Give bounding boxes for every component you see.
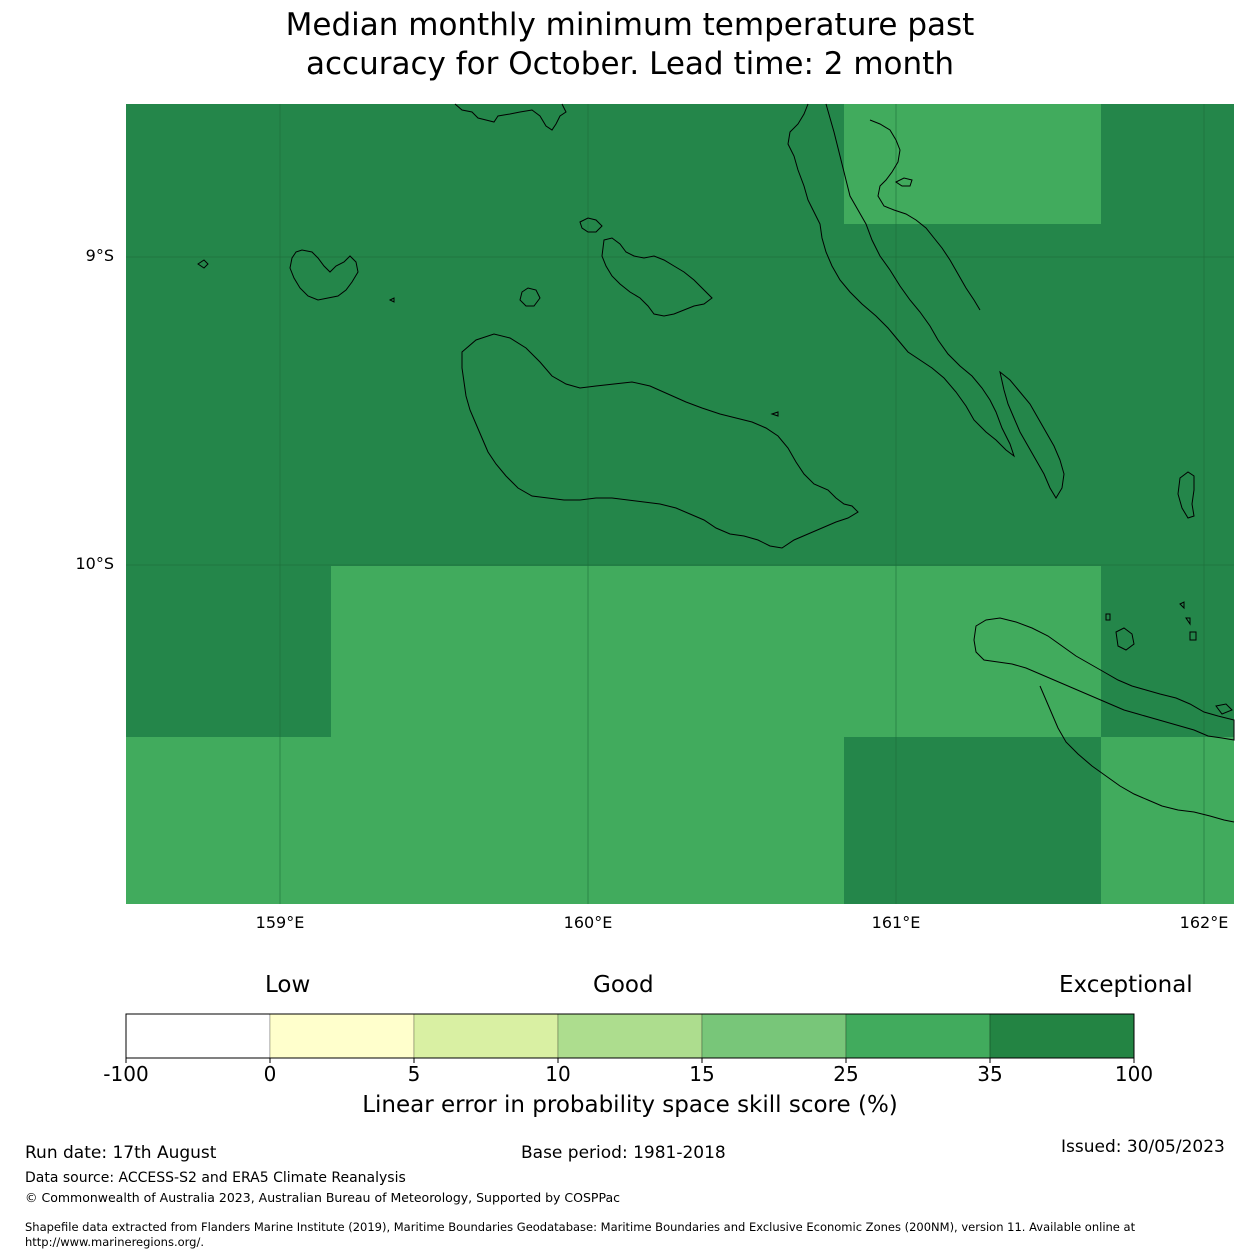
colorbar xyxy=(125,1013,1135,1063)
island-nggela xyxy=(601,237,713,317)
skill-cell xyxy=(1101,737,1234,904)
map-title: Median monthly minimum temperature past … xyxy=(0,6,1260,84)
colorbar-tick-label: 0 xyxy=(263,1062,277,1086)
island-small-circle xyxy=(519,287,541,307)
copyright: © Commonwealth of Australia 2023, Austra… xyxy=(25,1190,620,1205)
island-savo-small xyxy=(579,217,603,233)
island-tiny-east-4 xyxy=(1189,631,1197,641)
colorbar-segment xyxy=(413,1013,559,1059)
data-source: Data source: ACCESS-S2 and ERA5 Climate … xyxy=(25,1170,406,1186)
category-label-low: Low xyxy=(265,972,311,998)
skill-cell xyxy=(126,104,844,224)
lat-label-10s: 10°S xyxy=(75,554,114,573)
skill-cell xyxy=(1101,566,1234,737)
island-ugi xyxy=(1115,627,1135,651)
lat-label-9s: 9°S xyxy=(85,246,114,265)
island-malaita-south xyxy=(999,370,1065,499)
colorbar-tick-label: 10 xyxy=(545,1062,571,1086)
colorbar-tick-label: 15 xyxy=(689,1062,715,1086)
island-tiny-left-2 xyxy=(388,297,395,303)
colorbar-segment xyxy=(701,1013,847,1059)
colorbar-tick-label: -100 xyxy=(103,1062,149,1086)
colorbar-segment xyxy=(845,1013,991,1059)
colorbar-tick-label: 25 xyxy=(833,1062,859,1086)
colorbar-segment xyxy=(557,1013,703,1059)
skill-cell xyxy=(1101,104,1234,224)
island-guadalcanal xyxy=(461,333,859,549)
skill-cell xyxy=(844,737,1101,904)
skill-cell xyxy=(126,737,844,904)
map-gridlines xyxy=(126,104,1234,904)
lon-label-160e: 160°E xyxy=(563,913,613,932)
colorbar-tick-label: 35 xyxy=(977,1062,1003,1086)
colorbar-title: Linear error in probability space skill … xyxy=(362,1092,898,1118)
island-tiny-east-1 xyxy=(1105,613,1111,621)
island-tiny-east-2 xyxy=(1179,601,1185,610)
island-florida-left xyxy=(289,249,359,301)
colorbar-segment xyxy=(989,1013,1135,1059)
lon-label-162e: 162°E xyxy=(1179,913,1229,932)
skill-cell xyxy=(126,224,1234,566)
skill-cell xyxy=(844,104,1101,224)
island-malaita-north xyxy=(787,103,1015,458)
colorbar-segment xyxy=(269,1013,415,1059)
run-date: Run date: 17th August xyxy=(25,1143,217,1163)
island-tiny-center xyxy=(770,411,779,417)
coastlines xyxy=(197,103,1235,823)
colorbar-tick-label: 5 xyxy=(407,1062,421,1086)
title-line-2: accuracy for October. Lead time: 2 month xyxy=(306,46,954,82)
issued-date: Issued: 30/05/2023 xyxy=(1061,1137,1225,1157)
island-makira xyxy=(973,617,1235,741)
colorbar-segment xyxy=(125,1013,271,1059)
colorbar-tick-label: 100 xyxy=(1114,1062,1154,1086)
title-line-1: Median monthly minimum temperature past xyxy=(285,7,975,43)
skill-grid-cells xyxy=(126,104,1234,904)
island-tiny-east-5 xyxy=(1215,703,1233,715)
category-label-good: Good xyxy=(593,972,654,998)
shapefile-credit-line-1: Shapefile data extracted from Flanders M… xyxy=(25,1220,1136,1234)
island-tiny-east-3 xyxy=(1185,617,1191,626)
colorbar-frame xyxy=(125,1013,1135,1059)
skill-cell xyxy=(331,566,1101,737)
base-period: Base period: 1981-2018 xyxy=(521,1143,726,1163)
island-small-top-east xyxy=(895,177,913,187)
island-makira-south-coast xyxy=(1039,685,1235,823)
island-north-top-left xyxy=(454,103,567,131)
skill-cell xyxy=(126,566,331,737)
shapefile-credit-line-2: http://www.marineregions.org/. xyxy=(25,1235,204,1249)
island-far-east-upper xyxy=(1177,471,1195,519)
lon-label-161e: 161°E xyxy=(871,913,921,932)
lon-label-159e: 159°E xyxy=(255,913,305,932)
island-tiny-far-left xyxy=(197,259,209,269)
island-coast-east-upper xyxy=(869,119,981,311)
category-label-exceptional: Exceptional xyxy=(1059,972,1193,998)
